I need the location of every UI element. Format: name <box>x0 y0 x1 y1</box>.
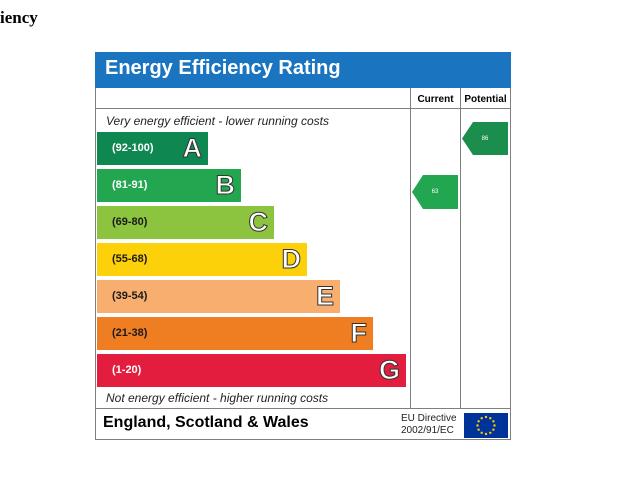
rating-table: Current Potential Very energy efficient … <box>95 88 511 440</box>
band-d: (55-68) D <box>97 243 307 276</box>
energy-efficiency-rating-chart: Energy Efficiency Rating Current Potenti… <box>95 52 511 440</box>
footer-region: England, Scotland & Wales <box>103 414 309 431</box>
band-f: (21-38) F <box>97 317 373 350</box>
band-b-letter: B <box>215 170 235 201</box>
potential-column-header: Potential <box>464 94 507 105</box>
current-column-divider <box>410 88 411 408</box>
footer-divider <box>96 408 510 409</box>
band-d-letter: D <box>281 244 301 275</box>
header-divider <box>96 108 510 109</box>
band-f-letter: F <box>350 318 367 349</box>
chart-title: Energy Efficiency Rating <box>105 57 341 79</box>
band-b: (81-91) B <box>97 169 241 202</box>
band-c-letter: C <box>248 207 268 238</box>
current-rating-arrow: 63 <box>412 175 458 209</box>
band-e-letter: E <box>315 281 334 312</box>
current-arrow-shape <box>412 175 458 209</box>
eu-flag-icon <box>464 413 508 438</box>
band-b-range: (81-91) <box>112 179 148 191</box>
potential-rating-arrow: 86 <box>462 122 508 155</box>
top-note: Very energy efficient - lower running co… <box>106 114 329 128</box>
band-e: (39-54) E <box>97 280 340 313</box>
eu-directive-line2: 2002/91/EC <box>401 425 454 436</box>
band-a-range: (92-100) <box>112 142 154 154</box>
band-c-range: (69-80) <box>112 216 148 228</box>
band-e-range: (39-54) <box>112 290 148 302</box>
potential-rating-value: 86 <box>481 135 489 142</box>
current-column-header: Current <box>417 94 454 105</box>
band-g: (1-20) G <box>97 354 406 387</box>
bottom-note: Not energy efficient - higher running co… <box>106 391 329 405</box>
eu-directive: EU Directive 2002/91/EC <box>401 413 457 437</box>
page-heading: iency <box>0 8 38 27</box>
band-d-range: (55-68) <box>112 253 148 265</box>
band-g-range: (1-20) <box>112 364 142 376</box>
potential-column-divider <box>460 88 461 408</box>
eu-directive-line1: EU Directive <box>401 413 457 424</box>
band-c: (69-80) C <box>97 206 274 239</box>
band-g-letter: G <box>378 355 400 386</box>
band-a-letter: A <box>182 133 202 164</box>
band-a: (92-100) A <box>97 132 208 165</box>
title-bar: Energy Efficiency Rating <box>95 52 511 88</box>
potential-arrow-shape <box>462 122 508 155</box>
band-f-range: (21-38) <box>112 327 148 339</box>
current-rating-value: 63 <box>431 189 439 195</box>
